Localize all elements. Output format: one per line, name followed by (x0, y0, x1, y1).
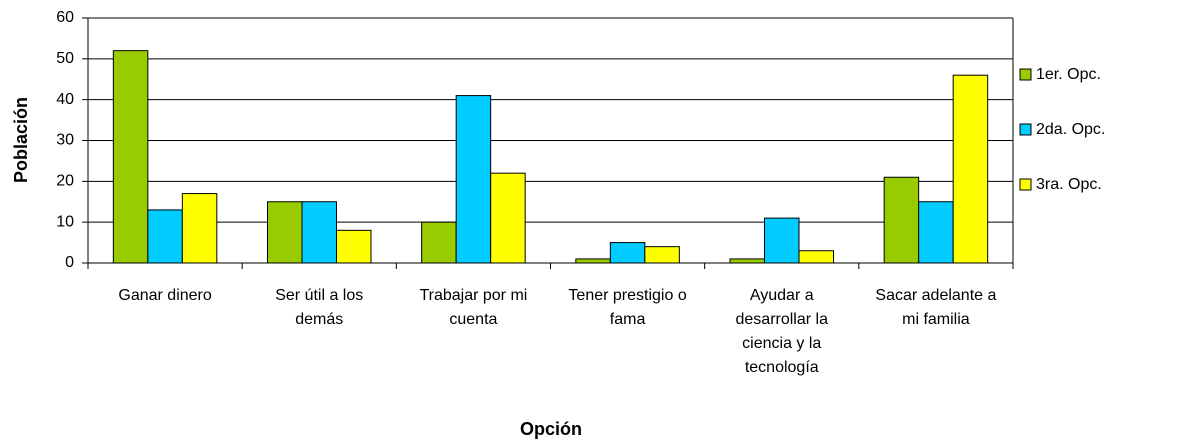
bar (644, 246, 680, 264)
legend-swatch (1019, 123, 1032, 136)
bar (421, 221, 457, 264)
bar (181, 193, 218, 264)
y-tick-label: 40 (56, 91, 74, 108)
y-tick-label: 50 (56, 50, 74, 67)
y-axis-title: Población (11, 97, 31, 183)
bar (490, 172, 526, 264)
bar (112, 50, 149, 264)
bar (729, 258, 765, 264)
x-tick-label: Sacar adelante a mi familia (875, 287, 997, 328)
y-tick-label: 0 (65, 254, 74, 271)
x-tick-label: Trabajar por mi cuenta (419, 287, 528, 328)
bar (764, 217, 800, 264)
x-tick-label: Ser útil a los demás (275, 287, 364, 328)
x-axis-title: Opción (520, 419, 582, 439)
y-tick-label: 60 (56, 9, 74, 26)
legend-label: 1er. Opc. (1036, 66, 1101, 83)
legend-label: 2da. Opc. (1036, 121, 1105, 138)
bar (609, 242, 646, 264)
y-tick-label: 20 (56, 173, 74, 190)
x-tick-label: Tener prestigio o fama (568, 287, 687, 328)
bar (798, 250, 834, 264)
y-tick-label: 10 (56, 213, 74, 230)
bar (918, 201, 954, 264)
legend-label: 3ra. Opc. (1036, 176, 1102, 193)
x-tick-label: Ganar dinero (118, 287, 212, 304)
bar (455, 95, 492, 264)
bar (883, 176, 920, 264)
bar (147, 209, 183, 264)
bar (267, 201, 303, 264)
bar (575, 258, 611, 264)
x-tick-label: Ayudar a desarrollar la ciencia y la tec… (735, 287, 828, 376)
bar (336, 229, 372, 264)
legend-swatch (1019, 178, 1032, 191)
y-tick-label: 30 (56, 132, 74, 149)
legend-swatch (1019, 68, 1032, 81)
bar (301, 201, 337, 264)
bar (952, 74, 989, 264)
